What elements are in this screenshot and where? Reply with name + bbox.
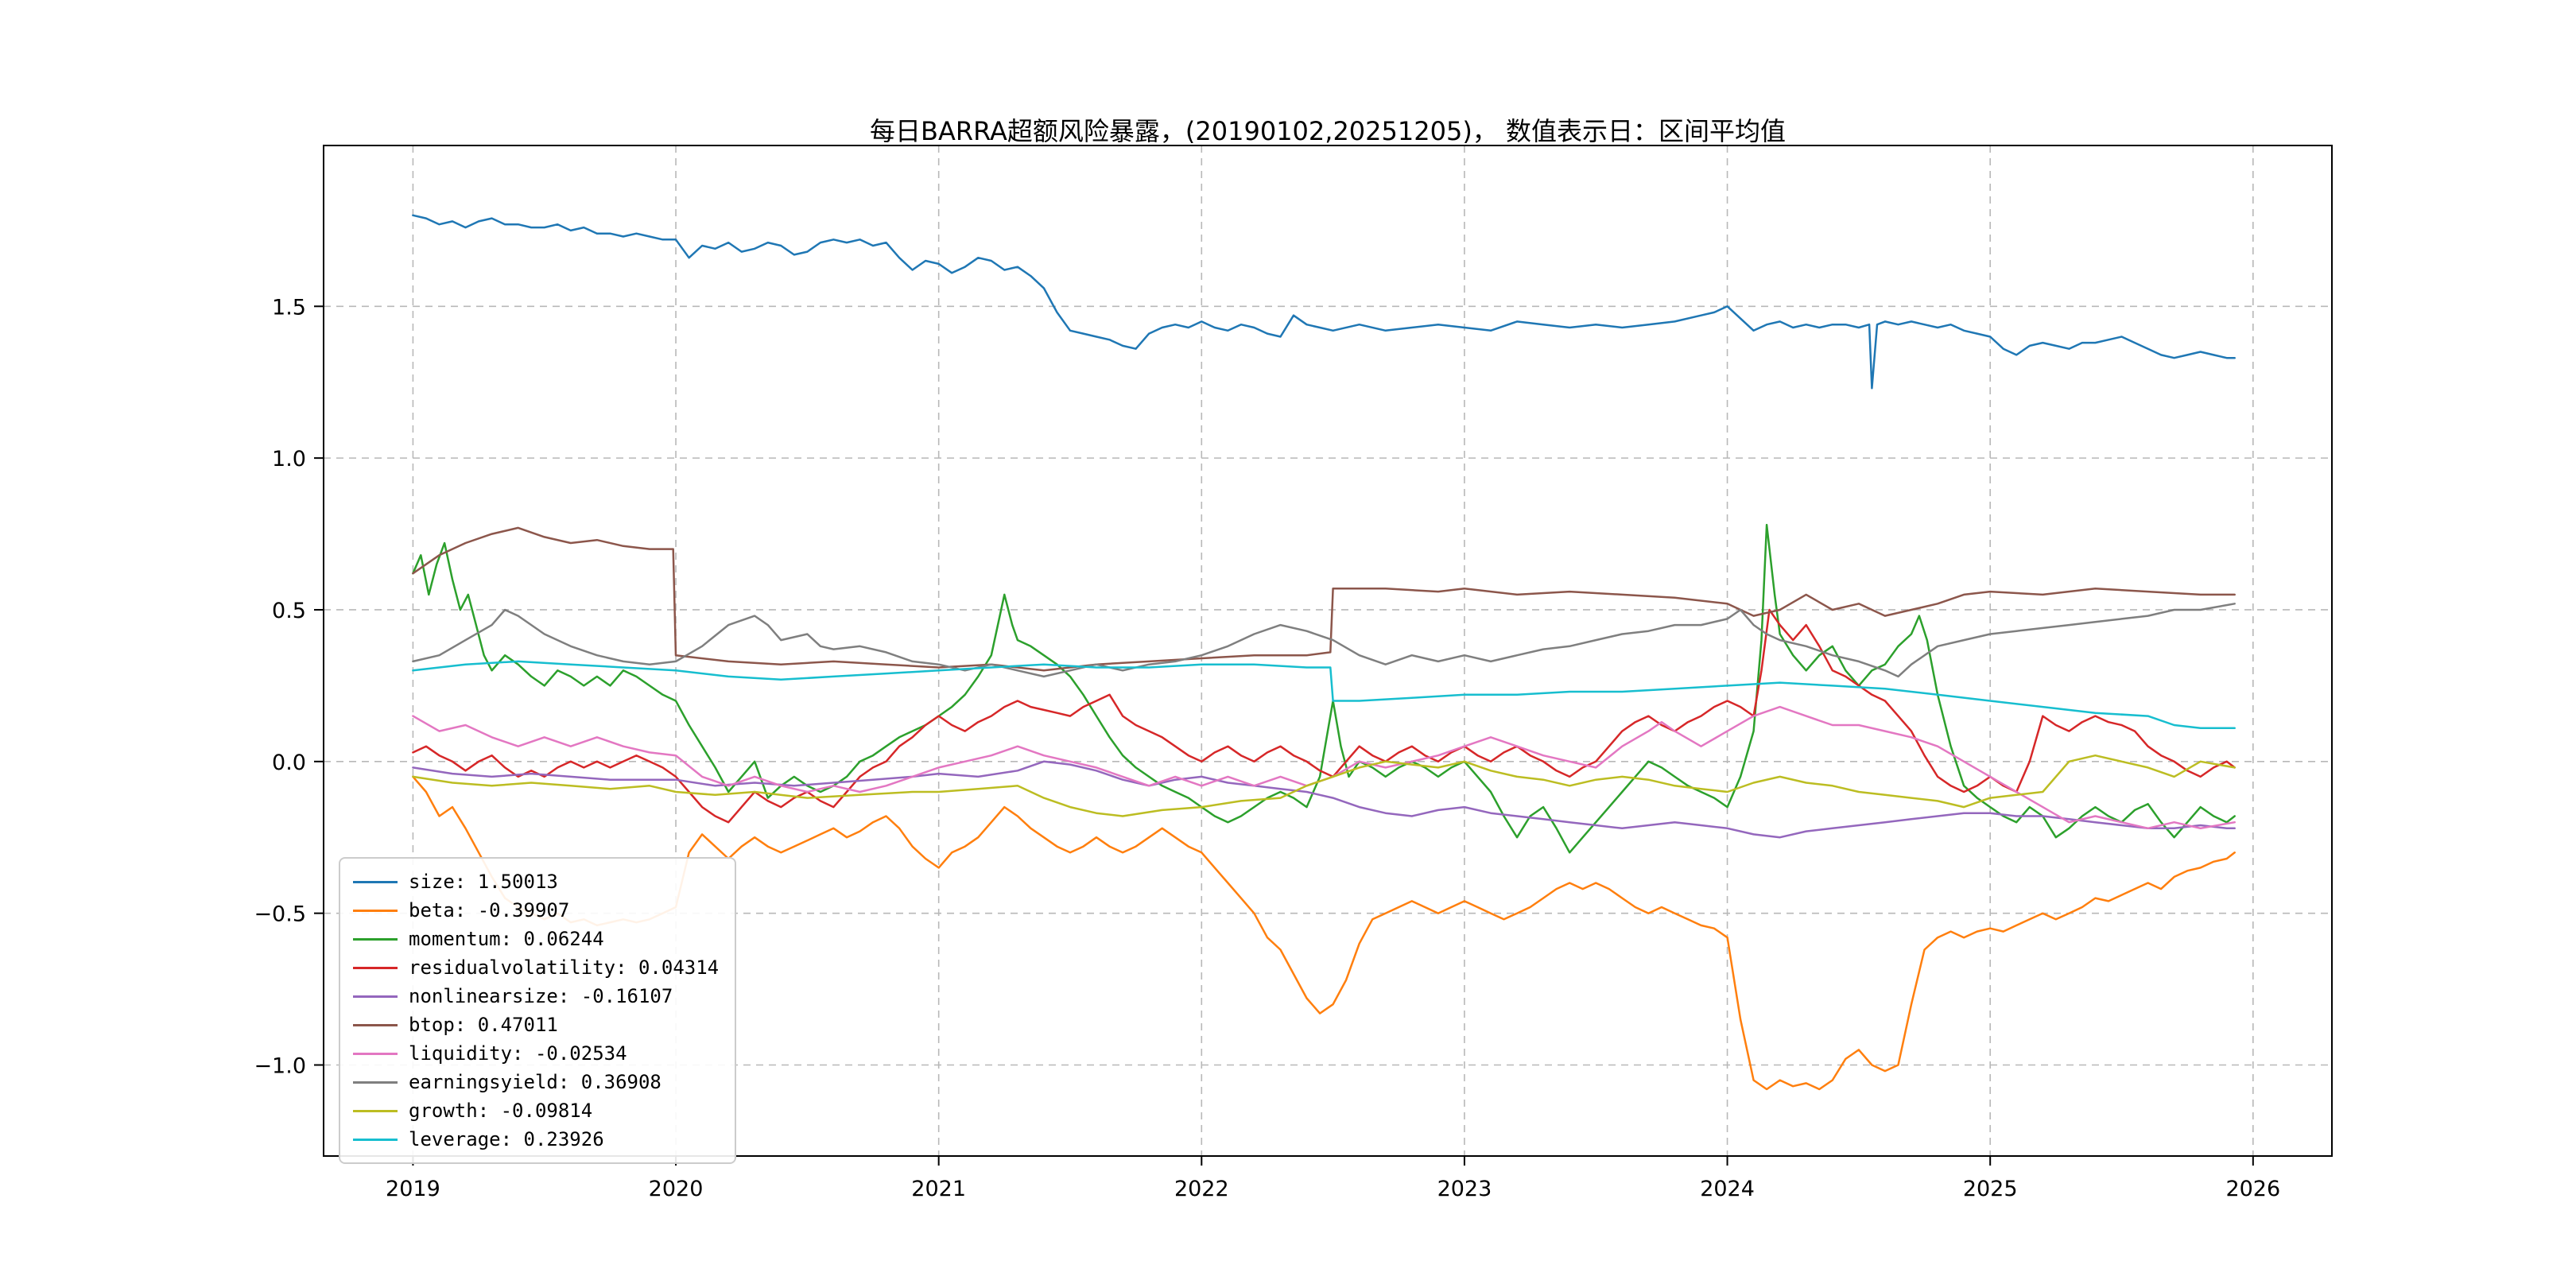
legend-item-residualvolatility: residualvolatility: 0.04314 [353, 954, 719, 981]
legend-label-earningsyield: earningsyield: 0.36908 [409, 1071, 661, 1093]
series-line-momentum [412, 523, 2236, 854]
legend-item-leverage: leverage: 0.23926 [353, 1126, 719, 1153]
legend-item-nonlinearsize: nonlinearsize: -0.16107 [353, 983, 719, 1010]
chart-title: 每日BARRA超额风险暴露，(20190102,20251205)， 数值表示日… [870, 116, 1786, 146]
y-tick-label: 1.0 [272, 447, 306, 471]
series-line-btop [412, 526, 2236, 672]
legend-swatch-residualvolatility [353, 966, 398, 969]
y-tick-label: 1.5 [272, 295, 306, 320]
series-line-liquidity [412, 705, 2236, 830]
legend-swatch-growth [353, 1109, 398, 1112]
x-tick-label: 2024 [1700, 1177, 1755, 1201]
legend-swatch-size [353, 880, 398, 883]
x-tick-label: 2021 [911, 1177, 966, 1201]
x-tick-label: 2022 [1174, 1177, 1229, 1201]
legend-label-momentum: momentum: 0.06244 [409, 928, 604, 950]
series-line-size [412, 214, 2236, 390]
legend-label-beta: beta: -0.39907 [409, 899, 570, 921]
legend-swatch-earningsyield [353, 1080, 398, 1084]
legend-label-liquidity: liquidity: -0.02534 [409, 1042, 627, 1065]
x-tick-label: 2023 [1437, 1177, 1492, 1201]
x-tick-label: 2020 [649, 1177, 704, 1201]
series-line-beta [412, 775, 2236, 1091]
x-tick-label: 2026 [2225, 1177, 2280, 1201]
plot-frame [323, 145, 2333, 1157]
legend-label-growth: growth: -0.09814 [409, 1100, 593, 1122]
x-tick-label: 2019 [386, 1177, 440, 1201]
legend-swatch-nonlinearsize [353, 995, 398, 998]
y-tick-label: −0.5 [254, 902, 306, 927]
legend-item-liquidity: liquidity: -0.02534 [353, 1040, 719, 1067]
legend-label-size: size: 1.50013 [409, 871, 558, 893]
legend-swatch-leverage [353, 1138, 398, 1141]
legend-item-btop: btop: 0.47011 [353, 1011, 719, 1038]
y-tick-label: 0.0 [272, 751, 306, 775]
y-tick-label: −1.0 [254, 1053, 306, 1078]
legend-item-size: size: 1.50013 [353, 868, 719, 895]
legend-label-leverage: leverage: 0.23926 [409, 1128, 604, 1150]
y-tick-label: 0.5 [272, 599, 306, 623]
series-line-growth [412, 754, 2236, 817]
legend-swatch-beta [353, 909, 398, 912]
series-line-leverage [412, 660, 2236, 730]
legend-label-nonlinearsize: nonlinearsize: -0.16107 [409, 985, 673, 1007]
legend-item-beta: beta: -0.39907 [353, 897, 719, 924]
x-tick-label: 2025 [1963, 1177, 2018, 1201]
legend-swatch-btop [353, 1023, 398, 1026]
legend-label-residualvolatility: residualvolatility: 0.04314 [409, 956, 720, 979]
series-line-nonlinearsize [412, 760, 2236, 839]
series-line-earningsyield [412, 603, 2236, 678]
legend-label-btop: btop: 0.47011 [409, 1014, 558, 1036]
legend-swatch-liquidity [353, 1052, 398, 1055]
legend-swatch-momentum [353, 937, 398, 941]
legend: size: 1.50013 beta: -0.39907 momentum: 0.0… [339, 857, 737, 1164]
legend-item-earningsyield: earningsyield: 0.36908 [353, 1069, 719, 1096]
legend-item-growth: growth: -0.09814 [353, 1097, 719, 1124]
legend-item-momentum: momentum: 0.06244 [353, 925, 719, 952]
